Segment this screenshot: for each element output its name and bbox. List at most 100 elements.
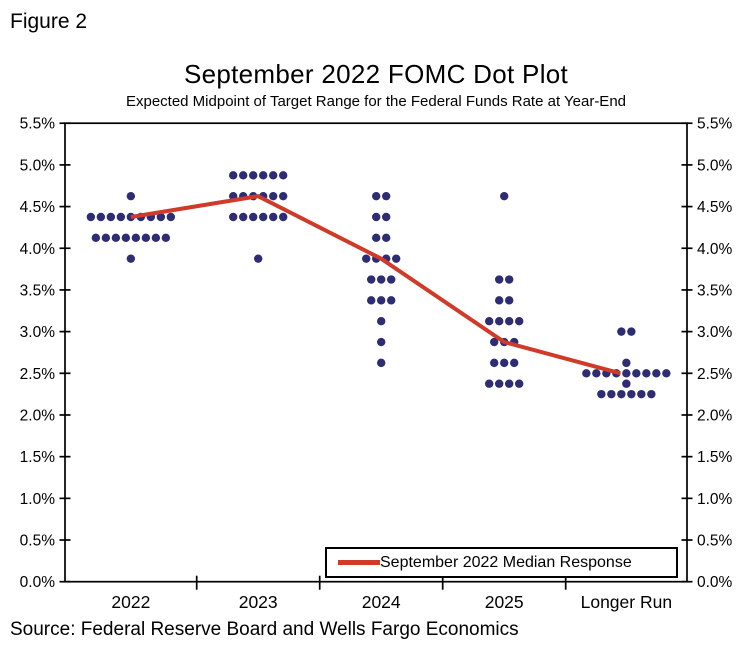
projection-dot — [627, 389, 636, 399]
projection-dot — [632, 369, 641, 378]
projection-dot — [377, 337, 386, 347]
projection-dot — [166, 212, 176, 222]
projection-dot — [151, 233, 161, 243]
projection-dot — [279, 212, 288, 222]
chart-title: September 2022 FOMC Dot Plot — [183, 59, 569, 89]
projection-dot — [495, 275, 504, 284]
projection-dot — [662, 369, 671, 378]
projection-dot — [249, 171, 258, 180]
projection-dot — [372, 233, 381, 243]
projection-dot — [259, 171, 268, 180]
projection-dot — [505, 296, 514, 305]
projection-dot — [249, 212, 258, 222]
y-tick-label-left: 4.0% — [20, 241, 56, 258]
chart-subtitle: Expected Midpoint of Target Range for th… — [125, 93, 627, 110]
projection-dot — [141, 233, 151, 243]
projection-dot — [617, 327, 626, 336]
projection-dot — [372, 191, 381, 201]
projection-dot — [392, 254, 401, 263]
projection-dot — [269, 191, 278, 201]
median-line-swatch-icon — [338, 560, 380, 565]
source-note: Source: Federal Reserve Board and Wells … — [10, 619, 519, 640]
projection-dot — [382, 233, 391, 243]
projection-dot — [116, 212, 126, 222]
projection-dot — [505, 379, 514, 388]
y-tick-label-right: 4.0% — [697, 241, 733, 258]
projection-dot — [582, 369, 591, 378]
projection-dot — [647, 389, 656, 399]
y-tick-label-left: 1.5% — [20, 449, 56, 466]
projection-dot — [239, 171, 248, 180]
projection-dot — [229, 171, 238, 180]
projection-dot — [642, 369, 651, 378]
y-tick-label-right: 0.5% — [697, 533, 733, 550]
projection-dot — [377, 296, 386, 305]
projection-dot — [490, 337, 499, 347]
projection-dot — [372, 212, 381, 222]
y-tick-label-right: 0.0% — [697, 574, 733, 591]
projection-dot — [126, 191, 136, 201]
y-tick-label-right: 3.5% — [697, 282, 733, 299]
projection-dot — [229, 212, 238, 222]
projection-dot — [495, 317, 504, 326]
projection-dot — [597, 389, 606, 399]
projection-dot — [121, 233, 131, 243]
projection-dot — [510, 358, 519, 368]
projection-dot — [622, 379, 631, 388]
projection-dot — [490, 358, 499, 368]
projection-dot — [254, 254, 263, 263]
projection-dot — [377, 275, 386, 284]
projection-dot — [279, 171, 288, 180]
projection-dot — [387, 275, 396, 284]
projection-dot — [96, 212, 106, 222]
projection-dot — [505, 317, 514, 326]
projection-dot — [637, 389, 646, 399]
projection-dot — [106, 212, 116, 222]
projection-dot — [495, 379, 504, 388]
y-tick-label-left: 1.0% — [20, 491, 56, 508]
projection-dot — [91, 233, 101, 243]
projection-dot — [259, 212, 268, 222]
x-category-label: 2023 — [239, 592, 278, 612]
projection-dot — [505, 275, 514, 284]
legend-label: September 2022 Median Response — [380, 553, 632, 571]
y-tick-label-left: 2.0% — [20, 407, 56, 424]
x-category-label: 2022 — [111, 592, 150, 612]
plot-frame — [64, 122, 688, 583]
legend: September 2022 Median Response — [325, 547, 678, 578]
projection-dot — [86, 212, 96, 222]
projection-dot — [627, 327, 636, 336]
figure-label: Figure 2 — [10, 10, 88, 33]
x-category-label: 2025 — [485, 592, 524, 612]
projection-dot — [622, 358, 631, 368]
projection-dot — [239, 212, 248, 222]
projection-dot — [592, 369, 601, 378]
projection-dot — [101, 233, 111, 243]
projection-dot — [387, 296, 396, 305]
y-tick-label-right: 1.5% — [697, 449, 733, 466]
projection-dot — [500, 358, 509, 368]
y-tick-label-right: 1.0% — [697, 491, 733, 508]
x-category-label: 2024 — [362, 592, 401, 612]
y-tick-label-right: 2.5% — [697, 366, 733, 383]
y-tick-label-right: 4.5% — [697, 199, 733, 216]
y-tick-label-right: 2.0% — [697, 407, 733, 424]
y-tick-label-left: 3.5% — [20, 282, 56, 299]
y-tick-label-left: 0.5% — [20, 533, 56, 550]
projection-dot — [485, 317, 494, 326]
projection-dot — [367, 296, 376, 305]
projection-dot — [382, 212, 391, 222]
projection-dot — [279, 191, 288, 201]
projection-dot — [382, 191, 391, 201]
projection-dot — [377, 317, 386, 326]
y-tick-label-left: 3.0% — [20, 324, 56, 341]
projection-dot — [515, 317, 524, 326]
projection-dot — [126, 254, 136, 263]
projection-dot — [377, 358, 386, 368]
projection-dot — [269, 171, 278, 180]
projection-dot — [269, 212, 278, 222]
projection-dot — [111, 233, 121, 243]
projection-dot — [500, 191, 509, 201]
projection-dot — [652, 369, 661, 378]
